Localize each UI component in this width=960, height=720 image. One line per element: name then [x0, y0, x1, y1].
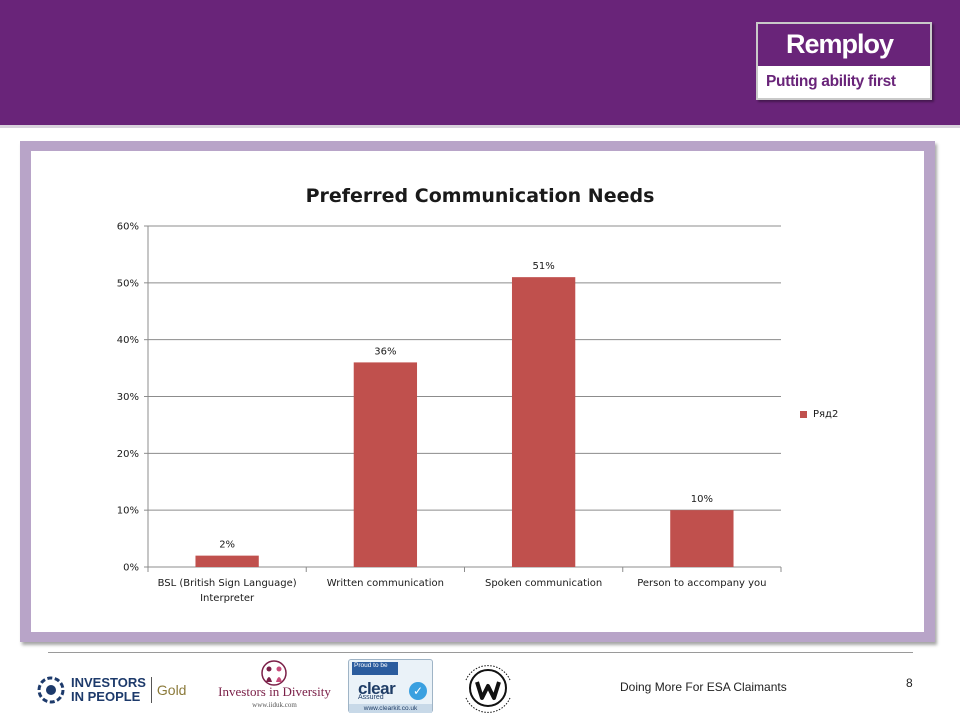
iid-emblem-icon [261, 660, 287, 686]
presentation-title: Doing More For ESA Claimants [620, 680, 787, 694]
bar [195, 555, 259, 567]
remploy-logo-name: Remploy [758, 24, 930, 66]
footer-divider [48, 652, 913, 653]
iip-emblem-icon [36, 675, 66, 705]
x-tick-label: Spoken communication [485, 578, 602, 589]
clear-assured-logo: Proud to be clear Assured ✓ www.clearkit… [348, 659, 433, 713]
chart-title-text: Preferred Communication Needs [305, 185, 655, 207]
x-tick-label: Written communication [327, 578, 444, 589]
y-tick-label: 50% [117, 278, 139, 289]
y-tick-label: 40% [117, 335, 139, 346]
legend-label: Ряд2 [813, 409, 839, 420]
data-label: 51% [533, 261, 555, 272]
data-label: 2% [219, 540, 235, 551]
bar [511, 277, 576, 567]
iid-url: www.iiduk.com [252, 701, 297, 709]
clear-word: clear [358, 679, 396, 698]
chart-legend: Ряд2 [800, 409, 838, 420]
iip-separator [150, 677, 152, 703]
header-divider [0, 125, 960, 128]
bar [353, 362, 418, 567]
check-icon: ✓ [409, 682, 427, 700]
investors-in-people-logo: INVESTORS IN PEOPLE Gold [36, 672, 186, 708]
clear-proud-text: Proud to be [352, 662, 398, 675]
iip-level: Gold [156, 682, 187, 698]
legend-swatch [800, 411, 807, 418]
iip-text-line2: IN PEOPLE [71, 689, 141, 704]
data-label: 10% [691, 494, 713, 505]
bar [670, 510, 734, 567]
y-tick-label: 30% [117, 392, 139, 403]
clear-assured-text: Assured [358, 694, 384, 701]
positive-about-disabled-people-logo [458, 660, 518, 714]
y-tick-label: 60% [117, 222, 139, 233]
data-label: 36% [374, 346, 396, 357]
iid-text: Investors in Diversity [218, 684, 331, 699]
x-tick-label: Person to accompany you [637, 578, 766, 589]
chart-title: Preferred Communication Needs [0, 185, 960, 207]
iip-text: INVESTORS IN PEOPLE [71, 676, 146, 704]
remploy-logo-tagline: Putting ability first [758, 66, 930, 98]
disability-symbol-icon [465, 665, 511, 713]
y-tick-label: 0% [123, 563, 139, 574]
x-tick-label: BSL (British Sign Language) [158, 578, 297, 589]
chart-area [31, 151, 924, 632]
page-number: 8 [906, 676, 913, 690]
y-tick-label: 20% [117, 449, 139, 460]
investors-in-diversity-logo: Investors in Diversity www.iiduk.com [213, 660, 336, 714]
clear-url: www.clearkit.co.uk [349, 704, 432, 713]
x-tick-label: Interpreter [200, 593, 255, 604]
y-tick-label: 10% [117, 506, 139, 517]
iip-text-line1: INVESTORS [71, 675, 146, 690]
remploy-logo: Remploy Putting ability first [756, 22, 932, 100]
